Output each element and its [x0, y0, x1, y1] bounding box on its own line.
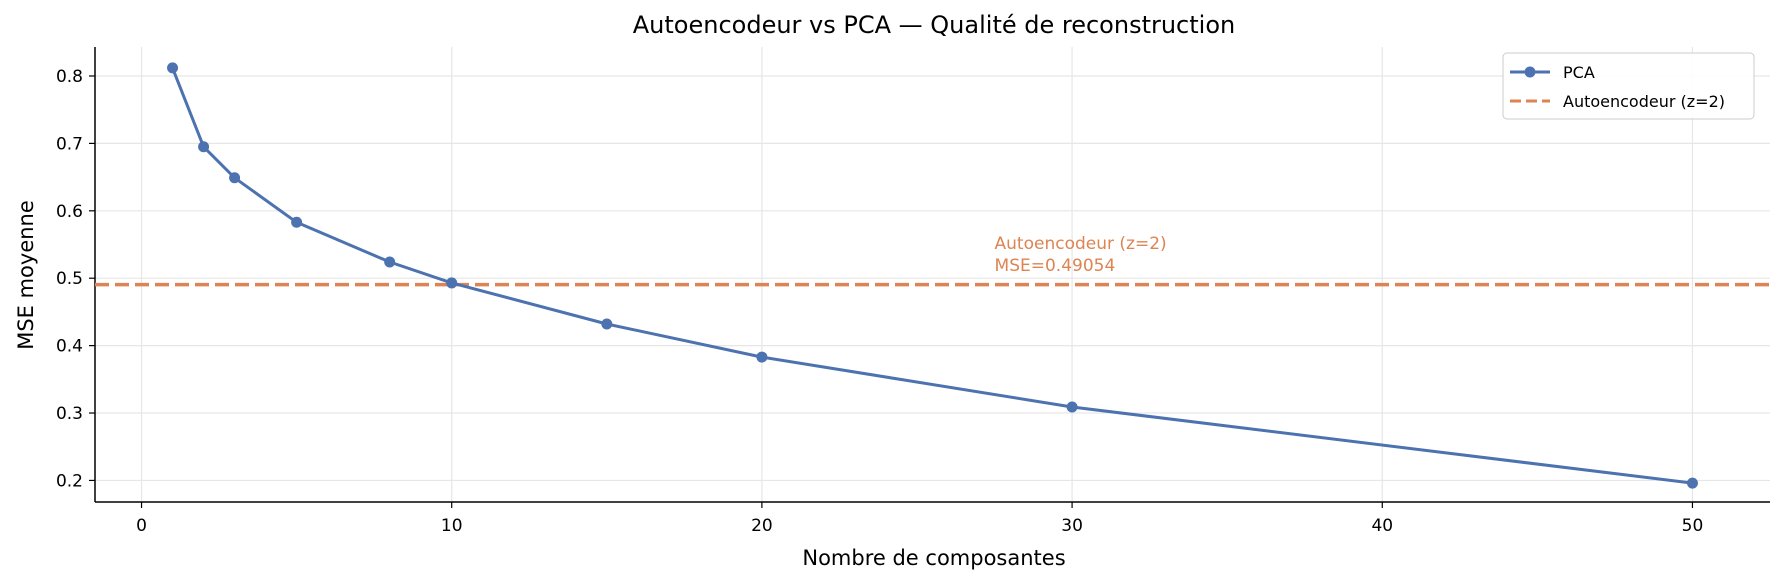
x-ticks: 0 10 20 30 40 50: [136, 502, 1703, 536]
pca-point: [291, 216, 303, 228]
legend: PCA Autoencodeur (z=2): [1502, 52, 1755, 120]
y-tick-label: 0.8: [56, 67, 83, 87]
x-axis-label: Nombre de composantes: [802, 546, 1065, 570]
x-tick-label: 50: [1682, 516, 1704, 536]
pca-point: [167, 62, 179, 74]
pca-point: [446, 277, 458, 289]
grid: [95, 47, 1770, 502]
y-ticks: 0.2 0.3 0.4 0.5 0.6 0.7 0.8: [56, 67, 95, 491]
series-layer: [95, 62, 1770, 489]
legend-autoencoder-label: Autoencodeur (z=2): [1563, 92, 1725, 111]
x-tick-label: 10: [441, 516, 463, 536]
legend-pca-label: PCA: [1563, 63, 1595, 82]
pca-point: [229, 172, 241, 184]
annotation: Autoencodeur (z=2) MSE=0.49054: [995, 234, 1167, 276]
axes: [94, 47, 1770, 503]
y-tick-label: 0.6: [56, 202, 83, 222]
x-tick-label: 20: [751, 516, 773, 536]
annotation-line-1: Autoencodeur (z=2): [995, 234, 1167, 254]
pca-point: [1686, 477, 1698, 489]
y-tick-label: 0.3: [56, 404, 83, 424]
pca-point: [601, 318, 613, 330]
legend-pca-marker: [1524, 66, 1536, 78]
y-axis-label: MSE moyenne: [14, 200, 38, 350]
pca-point: [384, 256, 396, 268]
y-tick-label: 0.7: [56, 134, 83, 154]
x-tick-label: 0: [136, 516, 147, 536]
pca-line: [171, 67, 1693, 485]
y-tick-label: 0.4: [56, 337, 83, 357]
chart-title: Autoencodeur vs PCA — Qualité de reconst…: [633, 11, 1235, 39]
y-tick-label: 0.5: [56, 269, 83, 289]
pca-point: [198, 141, 210, 153]
annotation-line-2: MSE=0.49054: [995, 256, 1116, 276]
x-tick-label: 30: [1061, 516, 1083, 536]
y-tick-label: 0.2: [56, 471, 83, 491]
x-tick-label: 40: [1371, 516, 1393, 536]
pca-point: [756, 351, 768, 363]
pca-point: [1066, 401, 1078, 413]
